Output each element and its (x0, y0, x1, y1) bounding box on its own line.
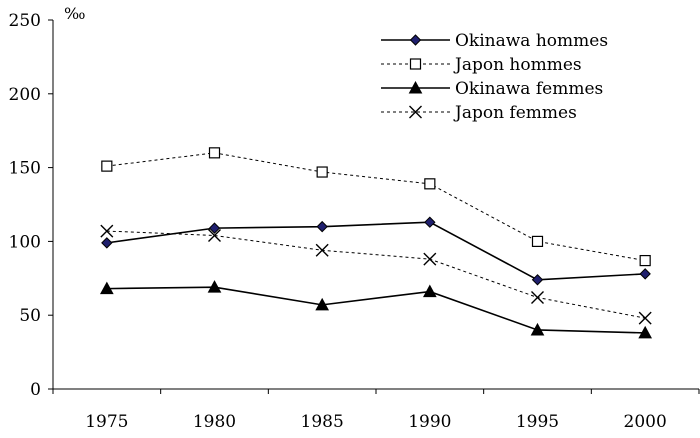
legend-entry: Okinawa femmes (381, 79, 603, 99)
series-line (106, 152, 646, 262)
x-tick-label: 1995 (516, 412, 559, 432)
series-line (106, 221, 646, 281)
axes (52, 20, 699, 390)
legend-entry: Japon femmes (381, 103, 577, 123)
series-1 (101, 216, 651, 286)
data-point (316, 220, 328, 233)
data-point (315, 297, 330, 311)
legend-marker (409, 34, 422, 46)
legend-label: Japon hommes (453, 55, 582, 75)
data-point (422, 284, 437, 298)
data-point (531, 290, 544, 304)
data-point (101, 237, 113, 249)
series-4 (100, 224, 652, 325)
x-tick-label: 1985 (301, 412, 344, 432)
legend-marker (408, 80, 423, 94)
legend-marker (409, 58, 422, 70)
data-point (423, 252, 437, 266)
series-line (106, 286, 646, 334)
x-tick-label: 1990 (408, 412, 451, 432)
legend-label: Okinawa hommes (455, 31, 608, 51)
data-point (208, 147, 221, 159)
series-group (99, 147, 653, 339)
y-tick-label: 0 (30, 380, 41, 400)
y-axis-ticks: 0 50 100 150 200 250 (9, 11, 53, 400)
legend-label: Japon femmes (453, 103, 577, 123)
data-point (99, 281, 114, 295)
data-point (424, 178, 436, 190)
legend: Okinawa hommes Japon hommes Okinawa femmes… (381, 31, 608, 123)
y-tick-label: 50 (19, 306, 41, 326)
data-point (208, 229, 221, 242)
data-point (531, 274, 544, 286)
series-3 (99, 280, 653, 339)
y-tick-label: 200 (9, 85, 41, 105)
data-point (315, 243, 329, 257)
series-2 (101, 147, 651, 267)
x-tick-label: 1975 (85, 412, 128, 432)
data-point (639, 268, 651, 280)
legend-marker (409, 105, 422, 119)
legend-entry: Japon hommes (381, 55, 582, 75)
data-point (316, 166, 328, 178)
x-tick-label: 2000 (624, 412, 667, 432)
series-line (106, 230, 646, 319)
x-axis-ticks: 1975 1980 1985 1990 1995 2000 (52, 389, 700, 432)
legend-entry: Okinawa hommes (381, 31, 608, 51)
y-tick-label: 150 (9, 159, 41, 179)
data-point (530, 322, 545, 336)
legend-label: Okinawa femmes (455, 79, 603, 99)
y-axis-unit-label: ‰ (64, 4, 85, 23)
data-point (207, 280, 222, 293)
data-point (531, 235, 544, 247)
data-point (101, 160, 113, 172)
data-point (424, 216, 436, 228)
y-tick-label: 250 (9, 11, 41, 31)
data-point (639, 254, 651, 267)
data-point (100, 224, 114, 238)
data-point (638, 325, 653, 339)
data-point (208, 222, 221, 234)
y-tick-label: 100 (9, 232, 41, 252)
data-point (638, 311, 652, 325)
x-tick-label: 1980 (193, 412, 236, 432)
